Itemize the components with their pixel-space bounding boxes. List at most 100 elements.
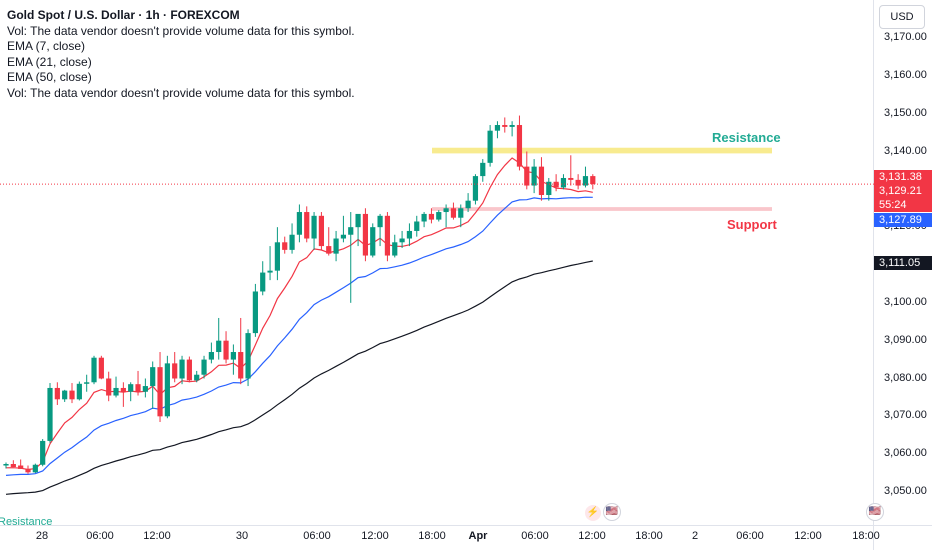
candle [260, 261, 266, 296]
candle [230, 344, 236, 375]
candle-body [179, 359, 185, 379]
time-tick-label: 06:00 [303, 530, 331, 542]
candle-body [370, 227, 376, 256]
candle-body [399, 238, 405, 243]
candle [377, 213, 383, 247]
candle [502, 117, 508, 133]
candle [54, 382, 60, 405]
candle [480, 159, 486, 182]
candle-body [546, 181, 552, 196]
ema21-legend[interactable]: EMA (21, close) [7, 54, 92, 69]
candle [164, 355, 170, 419]
resistance-zone [432, 147, 772, 154]
candle-body [120, 387, 126, 392]
candle-body [40, 440, 46, 465]
candle [238, 317, 244, 385]
candle-body [84, 382, 90, 384]
candle [142, 378, 148, 398]
candle [421, 212, 427, 228]
ema50-price-tag: 3,111.05 [874, 256, 932, 270]
candle-body [502, 125, 508, 127]
time-tick-label: 06:00 [86, 530, 114, 542]
price-tick-label: 3,100.00 [884, 295, 927, 308]
candle-body [494, 125, 501, 131]
candle [590, 174, 596, 190]
ema21-line [5, 196, 593, 476]
currency-button[interactable]: USD [879, 5, 925, 29]
volume-note-2[interactable]: Vol: The data vendor doesn't provide vol… [7, 85, 355, 100]
candle [194, 370, 200, 383]
candle-body [194, 374, 200, 381]
candle-body [69, 390, 75, 400]
candle [392, 234, 398, 258]
ema50-legend[interactable]: EMA (50, close) [7, 70, 92, 84]
candle [40, 439, 46, 467]
candle-body [289, 234, 295, 250]
candle-body [311, 215, 317, 239]
candle [157, 352, 163, 423]
time-tick-label: 12:00 [143, 530, 171, 542]
candle [296, 204, 302, 243]
time-tick-label: 30 [235, 530, 249, 542]
candle-body [553, 181, 559, 188]
candle-body [230, 352, 236, 360]
candle [355, 213, 361, 247]
candle [553, 174, 559, 192]
candle [443, 204, 449, 228]
candle [348, 212, 354, 303]
candle-body [590, 176, 596, 185]
price-tick-label: 3,070.00 [884, 409, 927, 422]
candle-body [186, 359, 192, 381]
ema50-line [5, 260, 593, 495]
candle-body [355, 213, 361, 228]
candle-body [377, 215, 383, 228]
candle [120, 382, 126, 407]
ema7-price-tag: 3,129.21 [874, 184, 932, 198]
candle [76, 381, 82, 401]
candle-body [560, 177, 567, 188]
candle [208, 342, 214, 364]
candle [113, 376, 119, 398]
price-tick-label: 3,050.00 [884, 485, 927, 497]
candle-body [304, 212, 310, 239]
time-tick-label: 2 [691, 530, 699, 542]
candle [399, 230, 405, 248]
candle [458, 204, 464, 228]
symbol-title[interactable]: Gold Spot / U.S. Dollar · 1h · FOREXCOM [7, 8, 240, 22]
volume-note[interactable]: Vol: The data vendor doesn't provide vol… [7, 23, 355, 38]
candle-body [91, 357, 97, 383]
lightning-icon[interactable]: ⚡ [585, 505, 601, 521]
candle-body [509, 125, 515, 127]
us-flag-icon-2[interactable]: 🇺🇸 [866, 503, 884, 521]
candle-body [150, 367, 156, 387]
candle [47, 383, 53, 443]
time-tick-label: Apr [468, 530, 488, 542]
time-tick-label: 18:00 [418, 530, 446, 542]
candle [370, 223, 376, 258]
candle [267, 246, 273, 281]
candle [186, 356, 192, 383]
candle-body [326, 246, 332, 254]
candle [106, 371, 112, 402]
candle-body [172, 363, 178, 379]
candle-body [252, 291, 258, 334]
candle-body [406, 230, 413, 239]
candle [531, 159, 537, 194]
candle [69, 383, 75, 404]
candle [289, 223, 295, 254]
candle [406, 223, 413, 247]
price-tick-label: 3,140.00 [884, 144, 927, 157]
us-flag-icon[interactable]: 🇺🇸 [603, 503, 621, 521]
candle [252, 283, 258, 337]
candle [216, 317, 222, 360]
candle-body [340, 234, 347, 239]
candle-body [216, 340, 222, 353]
time-tick-label: 18:00 [852, 530, 880, 542]
ema7-legend[interactable]: EMA (7, close) [7, 39, 86, 53]
candles-layer[interactable] [3, 115, 596, 474]
candle-body [516, 125, 523, 167]
candle [135, 370, 141, 396]
time-tick-label: 12:00 [794, 530, 822, 542]
chart-legend[interactable]: Gold Spot / U.S. Dollar · 1h · FOREXCOM … [7, 8, 355, 101]
